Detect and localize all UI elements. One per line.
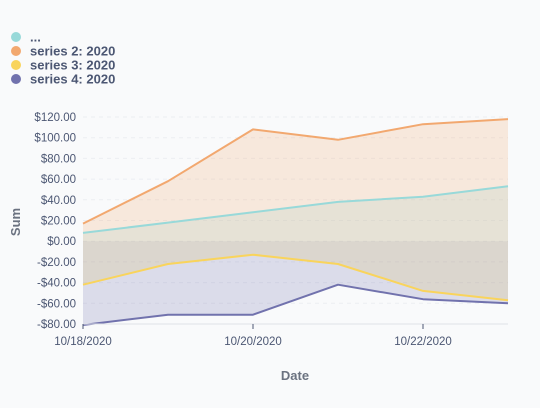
series-area-1 xyxy=(83,186,508,242)
series-line-4 xyxy=(82,283,509,326)
x-axis: 10/18/2020 10/20/2020 10/22/2020 xyxy=(54,323,508,348)
legend-marker-4 xyxy=(11,74,21,84)
y-tick-label: $120.00 xyxy=(34,112,76,124)
x-tick-label: 10/22/2020 xyxy=(394,336,452,348)
legend-label-4: series 4: 2020 xyxy=(30,72,115,87)
legend-label-3: series 3: 2020 xyxy=(30,58,115,73)
series-areas xyxy=(83,119,508,325)
series-lines xyxy=(82,118,509,326)
series-line-2 xyxy=(82,118,509,225)
y-tick-label: $20.00 xyxy=(41,216,76,228)
y-axis: -$80.00 -$60.00 -$40.00 -$20.00 $0.00 $20.00 $… xyxy=(34,112,76,331)
series-line-1 xyxy=(82,185,509,234)
legend-marker-3 xyxy=(11,60,21,70)
y-tick-label: $60.00 xyxy=(41,174,76,186)
series-line-3 xyxy=(82,253,509,302)
y-axis-title: Sum xyxy=(8,208,23,236)
y-tick-label: -$40.00 xyxy=(37,278,76,290)
legend-marker-1 xyxy=(11,32,21,42)
y-tick-label: -$80.00 xyxy=(37,319,76,331)
series-area-2 xyxy=(83,119,508,242)
x-tick-label: 10/20/2020 xyxy=(224,336,282,348)
legend-marker-2 xyxy=(11,46,21,56)
x-tick-label: 10/18/2020 xyxy=(54,336,112,348)
x-axis-title: Date xyxy=(281,368,309,383)
y-tick-label: $0.00 xyxy=(47,236,76,248)
y-tick-label: $80.00 xyxy=(41,153,76,165)
series-area-4 xyxy=(83,241,508,325)
legend-label-1: ... xyxy=(30,30,41,45)
y-tick-label: $100.00 xyxy=(34,133,76,145)
y-tick-label: -$20.00 xyxy=(37,257,76,269)
y-tick-label: -$60.00 xyxy=(37,298,76,310)
series-area-3 xyxy=(83,241,508,301)
legend-label-2: series 2: 2020 xyxy=(30,44,115,59)
y-tick-label: $40.00 xyxy=(41,195,76,207)
